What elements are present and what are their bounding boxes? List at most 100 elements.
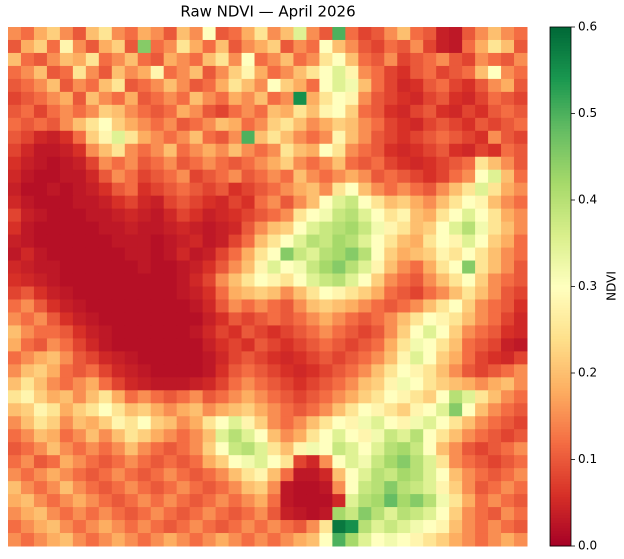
heatmap-cell: [358, 429, 372, 443]
heatmap-cell: [137, 156, 152, 171]
heatmap-cell: [345, 247, 359, 262]
heatmap-cell: [111, 325, 126, 339]
heatmap-cell: [20, 351, 35, 365]
heatmap-cell: [423, 52, 437, 67]
heatmap-cell: [124, 533, 139, 547]
colorbar-segment: [550, 42, 571, 46]
colorbar-segment: [550, 239, 571, 243]
heatmap-cell: [202, 234, 217, 249]
heatmap-cell: [436, 286, 450, 300]
heatmap-cell: [202, 416, 217, 430]
heatmap-cell: [267, 507, 281, 521]
heatmap-cell: [332, 78, 346, 93]
heatmap-cell: [124, 351, 139, 365]
colorbar-segment: [550, 533, 571, 537]
heatmap-cell: [397, 65, 411, 80]
heatmap-cell: [410, 143, 424, 158]
heatmap-cell: [462, 286, 476, 300]
heatmap-cell: [397, 442, 411, 456]
heatmap-cell: [163, 221, 178, 236]
colorbar-segment: [550, 494, 571, 498]
heatmap-cell: [202, 169, 217, 184]
heatmap-cell: [46, 260, 61, 275]
colorbar-segment: [550, 268, 571, 272]
heatmap-cell: [59, 286, 74, 300]
heatmap-cell: [514, 533, 528, 547]
heatmap-cell: [254, 533, 268, 547]
heatmap-cell: [111, 27, 126, 41]
heatmap-cell: [397, 260, 411, 275]
heatmap-cell: [371, 312, 385, 326]
colorbar-segment: [550, 361, 571, 365]
heatmap-cell: [267, 429, 281, 443]
heatmap-cell: [371, 351, 385, 365]
colorbar-segment: [550, 117, 571, 121]
heatmap-cell: [137, 390, 152, 404]
heatmap-cell: [267, 117, 281, 132]
colorbar-tick-label: 0.4: [578, 193, 597, 207]
colorbar-segment: [550, 86, 571, 90]
heatmap-cell: [267, 104, 281, 119]
heatmap-cell: [293, 208, 307, 223]
colorbar-tick-label: 0.6: [578, 20, 597, 34]
heatmap-cell: [514, 390, 528, 404]
colorbar-segment: [550, 520, 571, 524]
heatmap-cell: [293, 494, 307, 508]
heatmap-cell: [514, 143, 528, 158]
heatmap-cell: [163, 390, 178, 404]
heatmap-cell: [280, 364, 294, 378]
heatmap-cell: [449, 260, 463, 275]
heatmap-cell: [20, 156, 35, 171]
colorbar-segment: [550, 37, 571, 41]
colorbar-segment: [550, 138, 571, 142]
heatmap-cell: [163, 429, 178, 443]
heatmap-cell: [150, 273, 165, 287]
heatmap-cell: [332, 169, 346, 184]
heatmap-cell: [215, 338, 230, 352]
heatmap-cell: [501, 533, 515, 547]
heatmap-cell: [124, 286, 139, 300]
colorbar-segment: [550, 283, 571, 287]
colorbar-segment: [550, 403, 571, 407]
heatmap-cell: [384, 117, 398, 132]
heatmap-cell: [215, 416, 230, 430]
heatmap-cell: [514, 416, 528, 430]
colorbar-segment: [550, 408, 571, 412]
heatmap-cell: [410, 117, 424, 132]
heatmap-cell: [46, 65, 61, 80]
heatmap-cell: [514, 455, 528, 469]
heatmap-cell: [59, 65, 74, 80]
heatmap-cell: [59, 390, 74, 404]
heatmap-cell: [137, 52, 152, 67]
heatmap-cell: [267, 312, 281, 326]
heatmap-cell: [8, 299, 22, 313]
heatmap-cell: [488, 364, 502, 378]
heatmap-cell: [189, 494, 204, 508]
heatmap-cell: [150, 377, 165, 391]
heatmap-cell: [280, 442, 294, 456]
heatmap-cell: [163, 169, 178, 184]
heatmap-cell: [280, 312, 294, 326]
heatmap-cell: [215, 312, 230, 326]
heatmap-cell: [280, 377, 294, 391]
heatmap-cell: [176, 247, 191, 262]
heatmap-cell: [137, 312, 152, 326]
heatmap-cell: [488, 234, 502, 249]
heatmap-cell: [449, 468, 463, 482]
heatmap-cell: [98, 91, 113, 106]
heatmap-cell: [59, 442, 74, 456]
heatmap-cell: [306, 429, 320, 443]
heatmap-cell: [98, 169, 113, 184]
heatmap-cell: [449, 351, 463, 365]
heatmap-cell: [176, 130, 191, 145]
heatmap-cell: [202, 533, 217, 547]
colorbar-segment: [550, 507, 571, 511]
heatmap-cell: [215, 182, 230, 197]
heatmap-cell: [332, 299, 346, 313]
heatmap-cell: [72, 234, 87, 249]
heatmap-cell: [254, 208, 268, 223]
heatmap-cell: [59, 247, 74, 262]
heatmap-cell: [150, 234, 165, 249]
heatmap-cell: [59, 416, 74, 430]
heatmap-cell: [280, 195, 294, 210]
